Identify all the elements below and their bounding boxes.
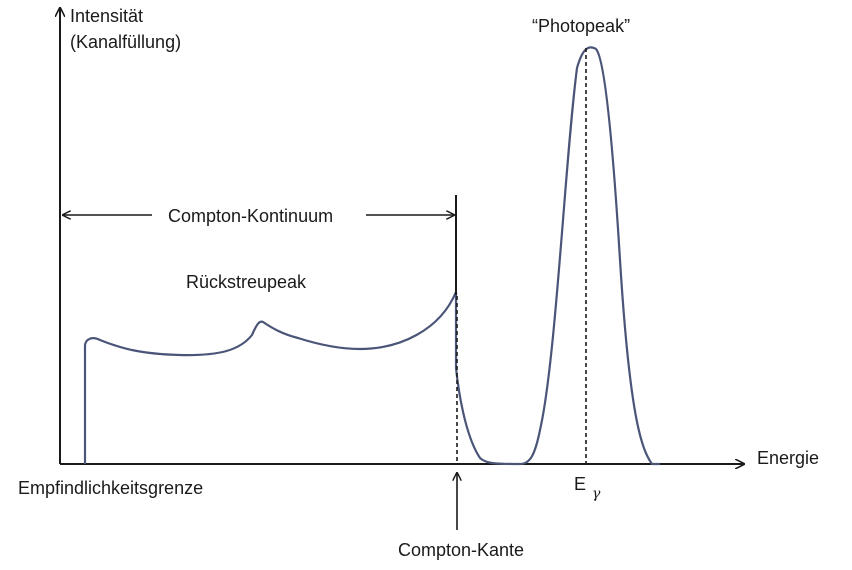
sensitivity-limit-label: Empfindlichkeitsgrenze [18,478,203,498]
gamma-energy-subscript: γ [592,486,601,502]
spectrum-curve [83,46,660,466]
compton-edge-label: Compton-Kante [398,540,524,560]
x-axis-label: Energie [757,448,819,468]
photopeak-label: “Photopeak” [532,16,630,36]
y-axis-label-line1: Intensität [70,6,143,26]
y-axis-label-line2: (Kanalfüllung) [70,32,181,52]
backscatter-peak-label: Rückstreupeak [186,272,307,292]
compton-continuum-label: Compton-Kontinuum [168,206,333,226]
gamma-energy-label: E [574,474,586,494]
